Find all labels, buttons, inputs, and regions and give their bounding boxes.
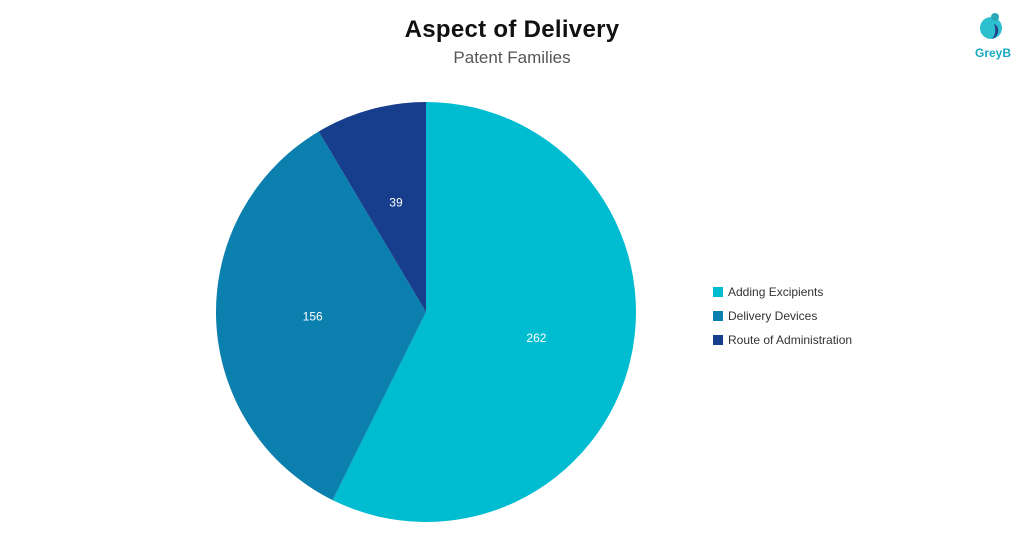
chart-legend: Adding Excipients Delivery Devices Route o… bbox=[713, 280, 852, 352]
pie-slice-route-of-administration[interactable] bbox=[318, 102, 426, 312]
pie-slice-delivery-devices[interactable] bbox=[215, 131, 426, 501]
chart-title: Aspect of Delivery bbox=[404, 16, 620, 43]
legend-swatch bbox=[713, 311, 723, 321]
legend-swatch bbox=[713, 335, 723, 345]
legend-item-delivery-devices[interactable]: Delivery Devices bbox=[713, 304, 852, 328]
pie-data-labels: 262 156 39 bbox=[303, 196, 547, 345]
legend-label: Adding Excipients bbox=[728, 285, 824, 299]
pie-slice-adding-excipients[interactable] bbox=[332, 102, 637, 522]
logo-text: GreyB bbox=[974, 46, 1012, 60]
greyb-logo-icon: GreyB bbox=[970, 10, 1016, 66]
legend-item-route-of-administration[interactable]: Route of Administration bbox=[713, 328, 852, 352]
data-label-delivery-devices: 156 bbox=[303, 309, 323, 323]
logo-graphic bbox=[980, 13, 1002, 39]
legend-label: Delivery Devices bbox=[728, 309, 818, 323]
legend-label: Route of Administration bbox=[728, 333, 853, 347]
data-label-adding-excipients: 262 bbox=[526, 331, 546, 345]
legend-swatch bbox=[713, 287, 723, 297]
data-label-route-of-administration: 39 bbox=[389, 196, 403, 210]
pie-slices bbox=[215, 102, 637, 522]
legend-item-adding-excipients[interactable]: Adding Excipients bbox=[713, 280, 852, 304]
chart-subtitle: Patent Families bbox=[453, 48, 571, 67]
